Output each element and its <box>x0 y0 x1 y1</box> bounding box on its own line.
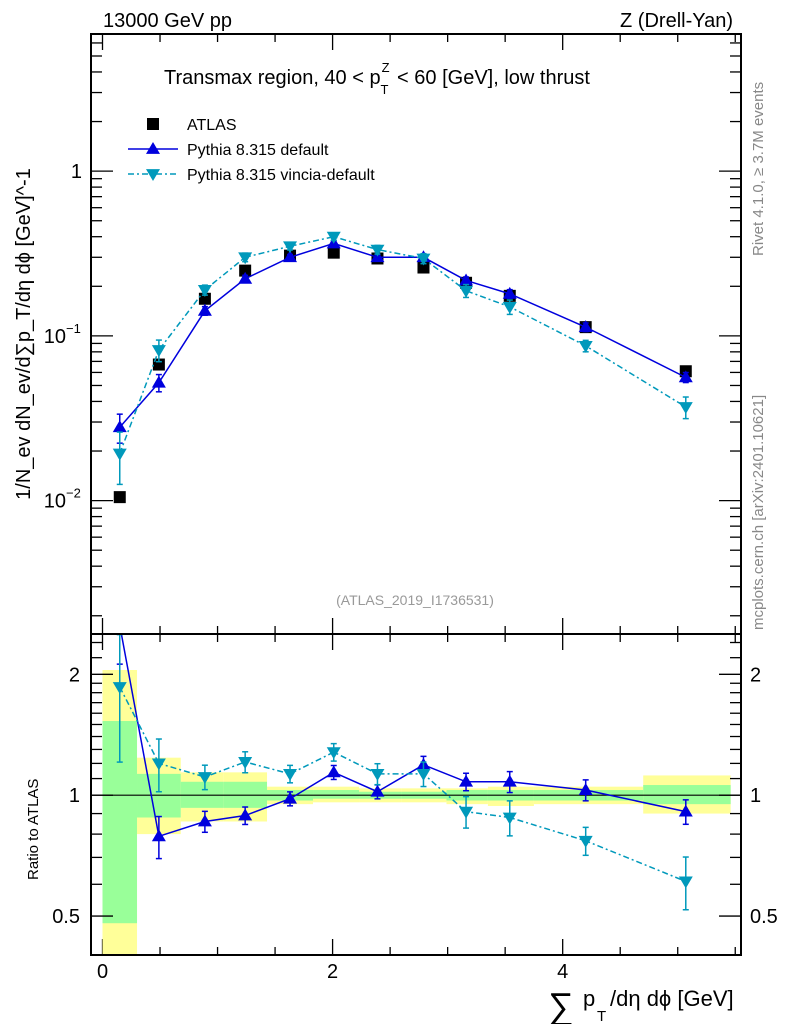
legend-marker <box>146 169 160 181</box>
data-point <box>416 253 431 266</box>
legend-label: Pythia 8.315 vincia-default <box>187 167 375 184</box>
legend-label: ATLAS <box>187 117 237 134</box>
ratio-point <box>283 791 298 804</box>
x-tick-label: 0 <box>97 961 108 983</box>
ratio-point <box>151 758 166 771</box>
data-point <box>197 285 212 297</box>
ratio-tick-label-right: 0.5 <box>750 906 778 928</box>
svg-text:/dη dϕ [GeV]: /dη dϕ [GeV] <box>610 986 734 1011</box>
ratio-point <box>238 808 253 821</box>
series-2 <box>112 231 693 486</box>
data-point <box>112 448 127 461</box>
ratio-line <box>120 634 686 838</box>
data-point <box>417 261 430 274</box>
ratio-point <box>238 757 253 769</box>
ratio-series-1 <box>113 618 693 860</box>
ratio-point <box>678 876 693 889</box>
x-axis-label: ∑ p T /dη dϕ [GeV] <box>548 985 734 1024</box>
ratio-tick-label-left: 1 <box>69 785 80 807</box>
ratio-point <box>459 774 474 787</box>
ratio-point <box>197 814 212 827</box>
ratio-point <box>370 768 385 781</box>
ratio-frame <box>90 633 742 956</box>
data-point <box>283 241 298 254</box>
ratio-point <box>112 682 127 694</box>
ratio-line <box>119 686 687 883</box>
x-tick-label: 2 <box>327 961 338 983</box>
y-tick-label: 10 <box>44 326 66 348</box>
svg-text:p: p <box>583 986 595 1011</box>
x-tick-label: 4 <box>557 961 568 983</box>
legend-marker <box>146 142 160 154</box>
data-point <box>502 286 517 299</box>
ratio-point <box>197 772 212 784</box>
ratio-point <box>370 784 385 797</box>
ratio-point <box>459 806 474 819</box>
ratio-point <box>678 804 693 817</box>
data-point <box>678 370 693 383</box>
data-point <box>326 231 341 244</box>
data-point <box>578 320 593 333</box>
y-tick-exponent: −2 <box>66 486 81 501</box>
ratio-band-green <box>643 785 731 805</box>
ratio-y-label: Ratio to ATLAS <box>25 779 42 880</box>
data-point <box>151 375 166 388</box>
data-point <box>239 264 252 277</box>
data-point <box>197 303 212 316</box>
ratio-point <box>326 747 341 760</box>
ratio-tick-label-right: 2 <box>750 664 761 686</box>
data-point <box>327 246 340 259</box>
ratio-series-2 <box>112 634 693 911</box>
y-axis-label: 1/N_ev dN_ev/d∑p_T/dη dϕ [GeV]^-1 <box>13 168 35 500</box>
data-point <box>578 340 593 353</box>
data-point <box>113 491 126 504</box>
y-tick-exponent: −1 <box>66 321 81 336</box>
ratio-point <box>113 618 127 630</box>
ratio-point <box>283 768 298 781</box>
series-1 <box>112 236 693 444</box>
side-label-bottom: mcplots.cern.ch [arXiv:2401.10621] <box>750 395 767 630</box>
data-point <box>238 252 253 265</box>
plot-title: Transmax region, 40 < pZ T < 60 [GeV], lo… <box>164 60 590 97</box>
y-tick-label: 1 <box>71 161 82 183</box>
header-right: Z (Drell-Yan) <box>620 10 733 32</box>
svg-text:Transmax region, 40 < pZT < 60: Transmax region, 40 < pZ T < 60 [GeV], lo… <box>164 60 590 97</box>
ratio-tick-label-left: 2 <box>69 664 80 686</box>
svg-text:T: T <box>597 1008 606 1024</box>
ratio-point <box>151 829 166 842</box>
data-point <box>238 271 253 284</box>
analysis-label: (ATLAS_2019_I1736531) <box>336 592 494 608</box>
data-point <box>112 420 127 433</box>
ratio-point <box>326 765 341 778</box>
series-line <box>119 242 687 428</box>
series-line <box>119 235 687 454</box>
data-point <box>151 345 166 358</box>
data-point <box>678 402 693 415</box>
data-point <box>370 244 385 257</box>
ratio-point <box>578 783 593 795</box>
data-point <box>459 273 474 286</box>
header-left: 13000 GeV pp <box>103 10 232 32</box>
svg-text:∑: ∑ <box>548 985 574 1024</box>
y-tick-label: 10 <box>44 491 66 513</box>
ratio-tick-label-left: 0.5 <box>52 906 80 928</box>
legend: ATLAS Pythia 8.315 default Pythia 8.315 vi… <box>128 117 375 184</box>
ratio-point <box>502 812 517 825</box>
data-point <box>502 301 517 314</box>
ratio-panel: 2 2 1 1 0.5 0.5 <box>52 618 778 956</box>
side-label-top: Rivet 4.1.0, ≥ 3.7M events <box>750 82 767 256</box>
legend-marker <box>147 118 159 130</box>
ratio-point <box>416 768 431 781</box>
data-point <box>459 285 474 298</box>
data-point <box>283 250 298 263</box>
ratio-band-green <box>313 790 360 799</box>
ratio-point <box>578 835 593 848</box>
legend-label: Pythia 8.315 default <box>187 142 329 159</box>
ratio-point <box>502 774 517 787</box>
ratio-tick-label-right: 1 <box>750 785 761 807</box>
ratio-series <box>112 618 693 911</box>
